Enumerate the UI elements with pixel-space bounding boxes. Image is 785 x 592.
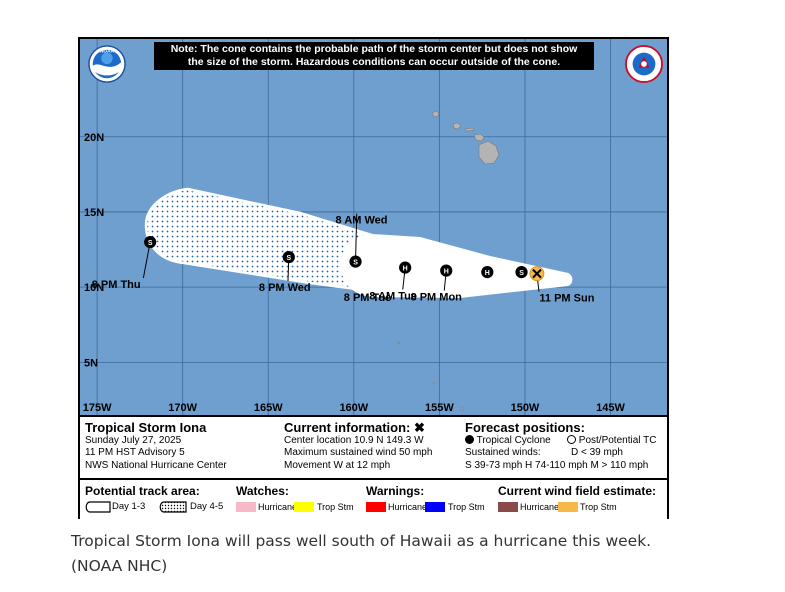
sustained-winds-label: Sustained winds: <box>465 447 541 458</box>
hawaiian-islands <box>397 110 500 411</box>
warning-hurricane-swatch <box>366 502 386 512</box>
island-oahu <box>452 122 462 130</box>
island-big-island <box>478 140 500 165</box>
nws-logo <box>625 45 663 83</box>
forecast-points: SHHHSSSD <box>144 235 545 282</box>
svg-text:S: S <box>353 260 358 267</box>
filled-circle-icon <box>465 435 474 444</box>
open-circle-icon <box>567 435 576 444</box>
svg-text:H: H <box>444 269 449 276</box>
longitude-label: 150W <box>511 402 540 414</box>
wind-field-title: Current wind field estimate: <box>498 484 657 498</box>
warnings-title: Warnings: <box>366 484 425 498</box>
watches-title: Watches: <box>236 484 289 498</box>
small-island <box>432 381 436 385</box>
forecast-position-s: S <box>144 235 157 249</box>
latitude-label: 10N <box>84 282 104 294</box>
island-maui <box>473 133 485 142</box>
forecast-position-h: H <box>399 261 412 274</box>
forecast-position-s: S <box>515 266 528 279</box>
svg-text:S: S <box>519 270 524 277</box>
depression-class: D < 39 mph <box>571 447 623 458</box>
map-legend: Potential track area: Day 1-3 Day 4-5 Wa… <box>80 478 667 520</box>
watch-trop-stm-label: Trop Stm <box>317 502 354 512</box>
forecast-time-label: 8 PM Thu <box>92 279 141 291</box>
advisory-date: Sunday July 27, 2025 <box>85 435 182 446</box>
current-info-title: Current information: ✖ <box>284 420 425 435</box>
note-line-2: the size of the storm. Hazardous conditi… <box>187 56 561 68</box>
center-location: Center location 10.9 N 149.3 W <box>284 435 424 446</box>
latitude-label: 20N <box>84 132 104 144</box>
label-leader <box>142 241 151 279</box>
small-island <box>397 341 401 345</box>
storm-info-panel: Tropical Storm Iona Sunday July 27, 2025… <box>80 415 667 479</box>
day-4-5-swatch-icon <box>159 501 187 513</box>
wind-trop-stm-label: Trop Stm <box>580 502 617 512</box>
forecast-position-s: S <box>349 255 362 268</box>
caption-line-1: Tropical Storm Iona will pass well south… <box>71 532 652 550</box>
cone-day-1-3 <box>340 233 573 299</box>
wind-hurricane-swatch <box>498 502 518 512</box>
forecast-positions-title: Forecast positions: <box>465 420 585 435</box>
warning-trop-stm-swatch <box>425 502 445 512</box>
svg-text:S: S <box>286 255 291 262</box>
island-kauai <box>431 110 440 118</box>
longitude-label: 160W <box>339 402 368 414</box>
wind-trop-stm-swatch <box>558 502 578 512</box>
forecast-position-s: S <box>282 250 295 264</box>
forecast-time-label: 8 PM Mon <box>411 292 463 304</box>
forecast-time-label: 8 AM Tue <box>369 291 417 303</box>
longitude-label: 145W <box>596 402 625 414</box>
day-1-3-label: Day 1-3 <box>112 501 146 512</box>
wind-hurricane-label: Hurricane <box>520 502 560 512</box>
svg-text:H: H <box>485 270 490 277</box>
label-leader <box>355 213 358 262</box>
storm-name: Tropical Storm Iona <box>85 420 207 435</box>
axis-labels: 20N15N10N5N180E175W170W165W160W155W150W1… <box>83 132 626 414</box>
small-island <box>460 407 464 411</box>
movement: Movement W at 12 mph <box>284 460 391 471</box>
longitude-label: 175W <box>83 402 112 414</box>
svg-text:H: H <box>403 266 408 273</box>
latitude-label: 15N <box>84 207 104 219</box>
cone-day-4-5 <box>144 187 374 293</box>
noaa-logo: NOAA <box>88 45 126 83</box>
longitude-label: 155W <box>425 402 454 414</box>
current-time-label: 11 PM Sun <box>539 293 594 305</box>
watch-trop-stm-swatch <box>294 502 314 512</box>
potential-track-title: Potential track area: <box>85 484 200 498</box>
longitude-label: 165W <box>254 402 283 414</box>
watch-hurricane-label: Hurricane <box>258 502 298 512</box>
watch-hurricane-swatch <box>236 502 256 512</box>
noaa-logo-text: NOAA <box>100 49 115 55</box>
latitude-label: 5N <box>84 357 98 369</box>
cone-note: Note: The cone contains the probable pat… <box>154 42 594 70</box>
forecast-time-label: 8 PM Tue <box>344 292 391 304</box>
tropical-cyclone-key: Tropical Cyclone <box>465 435 551 446</box>
day-4-5-label: Day 4-5 <box>190 501 224 512</box>
warning-trop-stm-label: Trop Stm <box>448 502 485 512</box>
current-position-marker <box>529 266 545 282</box>
forecast-time-label: 8 PM Wed <box>259 282 311 294</box>
issuing-center: NWS National Hurricane Center <box>85 460 227 471</box>
advisory-number: 11 PM HST Advisory 5 <box>85 447 185 458</box>
note-line-1: Note: The cone contains the probable pat… <box>170 43 578 55</box>
caption-line-2: (NOAA NHC) <box>71 557 168 575</box>
current-position-icon: ✖ <box>414 420 425 435</box>
warning-hurricane-label: Hurricane <box>388 502 428 512</box>
day-1-3-swatch-icon <box>85 501 111 513</box>
forecast-position-h: H <box>440 264 453 277</box>
image-caption: Tropical Storm Iona will pass well south… <box>71 529 671 579</box>
island-molokai <box>464 127 475 132</box>
max-sustained-wind: Maximum sustained wind 50 mph <box>284 447 433 458</box>
forecast-position-h: H <box>481 266 494 279</box>
intensity-classes: S 39-73 mph H 74-110 mph M > 110 mph <box>465 460 649 471</box>
longitude-label: 170W <box>168 402 197 414</box>
forecast-cone-graphic: 8 PM Mon 8 AM Tue 8 AM Wed 8 PM Wed 8 PM Thu… <box>78 37 669 520</box>
svg-text:S: S <box>148 240 153 247</box>
post-tc-key: Post/Potential TC <box>567 435 656 446</box>
forecast-time-label: 8 AM Wed <box>336 215 388 227</box>
